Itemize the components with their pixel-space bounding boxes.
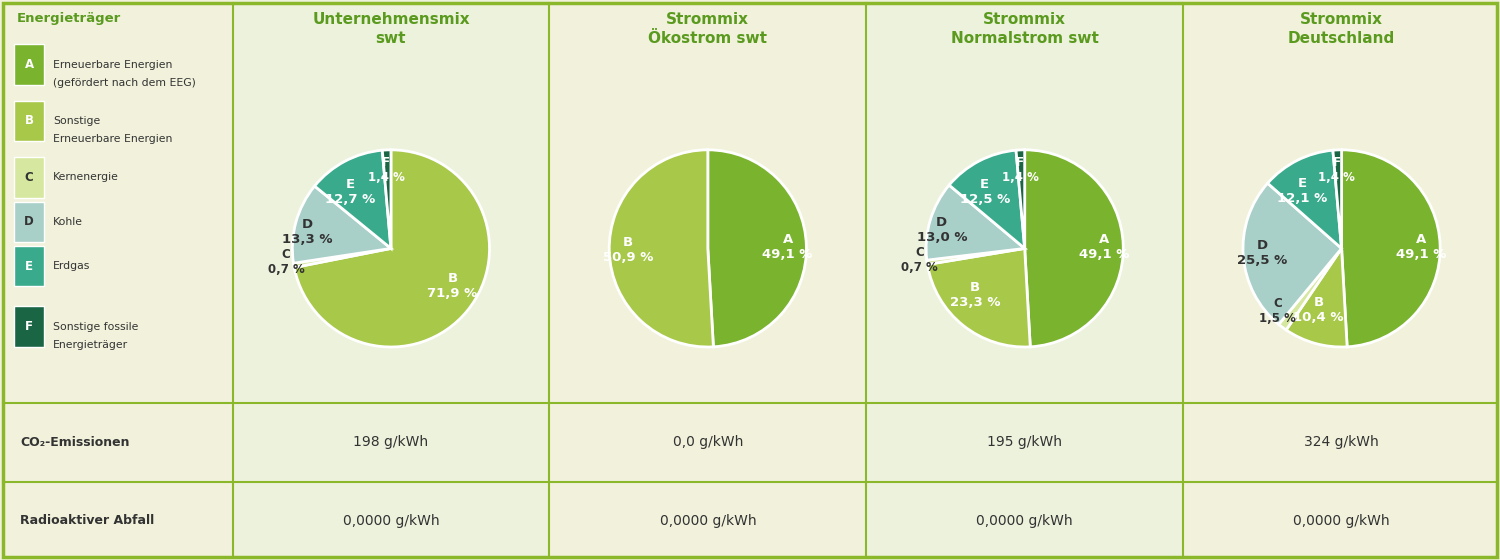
Text: C
1,5 %: C 1,5 % bbox=[1258, 297, 1296, 325]
Text: Sonstige fossile: Sonstige fossile bbox=[53, 321, 138, 332]
Text: CO₂-Emissionen: CO₂-Emissionen bbox=[21, 436, 129, 449]
Text: Strommix
Deutschland: Strommix Deutschland bbox=[1288, 12, 1395, 46]
Text: E: E bbox=[26, 260, 33, 273]
Text: 0,0 g/kWh: 0,0 g/kWh bbox=[672, 436, 742, 449]
Wedge shape bbox=[1278, 249, 1341, 330]
Wedge shape bbox=[382, 150, 392, 249]
Text: A: A bbox=[24, 58, 33, 71]
Text: Strommix
Ökostrom swt: Strommix Ökostrom swt bbox=[648, 12, 768, 46]
Bar bbox=[1184, 0, 1500, 560]
Wedge shape bbox=[950, 150, 1024, 249]
Text: D
13,3 %: D 13,3 % bbox=[282, 217, 333, 245]
Text: Kernenergie: Kernenergie bbox=[53, 172, 118, 183]
FancyBboxPatch shape bbox=[15, 306, 44, 347]
Wedge shape bbox=[315, 150, 392, 249]
Text: B: B bbox=[24, 114, 33, 128]
Text: B
71,9 %: B 71,9 % bbox=[427, 272, 477, 300]
Text: A
49,1 %: A 49,1 % bbox=[1396, 233, 1446, 261]
Text: E
12,5 %: E 12,5 % bbox=[960, 178, 1010, 206]
Text: C: C bbox=[24, 171, 33, 184]
FancyBboxPatch shape bbox=[15, 246, 44, 286]
Text: F
1,4 %: F 1,4 % bbox=[368, 156, 405, 184]
Text: Erneuerbare Energien: Erneuerbare Energien bbox=[53, 59, 172, 69]
Wedge shape bbox=[294, 150, 489, 347]
Text: 324 g/kWh: 324 g/kWh bbox=[1304, 436, 1378, 449]
Text: 198 g/kWh: 198 g/kWh bbox=[354, 436, 429, 449]
Text: 0,0000 g/kWh: 0,0000 g/kWh bbox=[976, 514, 1072, 528]
Text: C
0,7 %: C 0,7 % bbox=[267, 248, 305, 276]
Text: 195 g/kWh: 195 g/kWh bbox=[987, 436, 1062, 449]
Wedge shape bbox=[926, 185, 1024, 260]
Wedge shape bbox=[1334, 150, 1341, 249]
Text: B
50,9 %: B 50,9 % bbox=[603, 236, 652, 264]
Text: Sonstige: Sonstige bbox=[53, 116, 100, 126]
Bar bbox=[0, 0, 232, 560]
Bar bbox=[867, 0, 1184, 560]
Text: D
13,0 %: D 13,0 % bbox=[916, 216, 968, 244]
Text: B
10,4 %: B 10,4 % bbox=[1293, 296, 1344, 324]
Text: Erdgas: Erdgas bbox=[53, 261, 90, 271]
FancyBboxPatch shape bbox=[15, 101, 44, 141]
Text: Radioaktiver Abfall: Radioaktiver Abfall bbox=[21, 514, 154, 528]
Text: D
25,5 %: D 25,5 % bbox=[1238, 239, 1287, 267]
FancyBboxPatch shape bbox=[15, 202, 44, 242]
Text: D: D bbox=[24, 215, 34, 228]
Bar bbox=[549, 0, 866, 560]
Text: 0,0000 g/kWh: 0,0000 g/kWh bbox=[660, 514, 756, 528]
Wedge shape bbox=[1268, 150, 1341, 249]
Text: Kohle: Kohle bbox=[53, 217, 82, 227]
Wedge shape bbox=[294, 249, 392, 268]
Wedge shape bbox=[708, 150, 807, 347]
Wedge shape bbox=[1024, 150, 1124, 347]
FancyBboxPatch shape bbox=[15, 157, 44, 198]
Text: E
12,7 %: E 12,7 % bbox=[326, 178, 375, 206]
FancyBboxPatch shape bbox=[15, 44, 44, 85]
Text: Erneuerbare Energien: Erneuerbare Energien bbox=[53, 134, 172, 144]
Wedge shape bbox=[1341, 150, 1440, 347]
Text: Unternehmensmix
swt: Unternehmensmix swt bbox=[312, 12, 470, 46]
Wedge shape bbox=[927, 249, 1024, 264]
Bar bbox=[232, 0, 549, 560]
Wedge shape bbox=[609, 150, 714, 347]
Text: B
23,3 %: B 23,3 % bbox=[950, 281, 1000, 309]
Text: A
49,1 %: A 49,1 % bbox=[1080, 233, 1130, 261]
Text: Energieträger: Energieträger bbox=[16, 12, 122, 25]
Wedge shape bbox=[927, 249, 1030, 347]
Text: C
0,7 %: C 0,7 % bbox=[902, 245, 938, 273]
Wedge shape bbox=[292, 186, 392, 263]
Text: A
49,1 %: A 49,1 % bbox=[762, 233, 813, 261]
Wedge shape bbox=[1286, 249, 1347, 347]
Text: (gefördert nach dem EEG): (gefördert nach dem EEG) bbox=[53, 78, 195, 88]
Text: Strommix
Normalstrom swt: Strommix Normalstrom swt bbox=[951, 12, 1098, 46]
Text: F
1,4 %: F 1,4 % bbox=[1002, 156, 1038, 184]
Text: E
12,1 %: E 12,1 % bbox=[1278, 177, 1328, 205]
Wedge shape bbox=[1244, 183, 1341, 324]
Wedge shape bbox=[1016, 150, 1025, 249]
Text: 0,0000 g/kWh: 0,0000 g/kWh bbox=[1293, 514, 1390, 528]
Text: Energieträger: Energieträger bbox=[53, 340, 128, 350]
Text: F: F bbox=[26, 320, 33, 333]
Text: 0,0000 g/kWh: 0,0000 g/kWh bbox=[342, 514, 439, 528]
Text: F
1,4 %: F 1,4 % bbox=[1318, 156, 1356, 184]
